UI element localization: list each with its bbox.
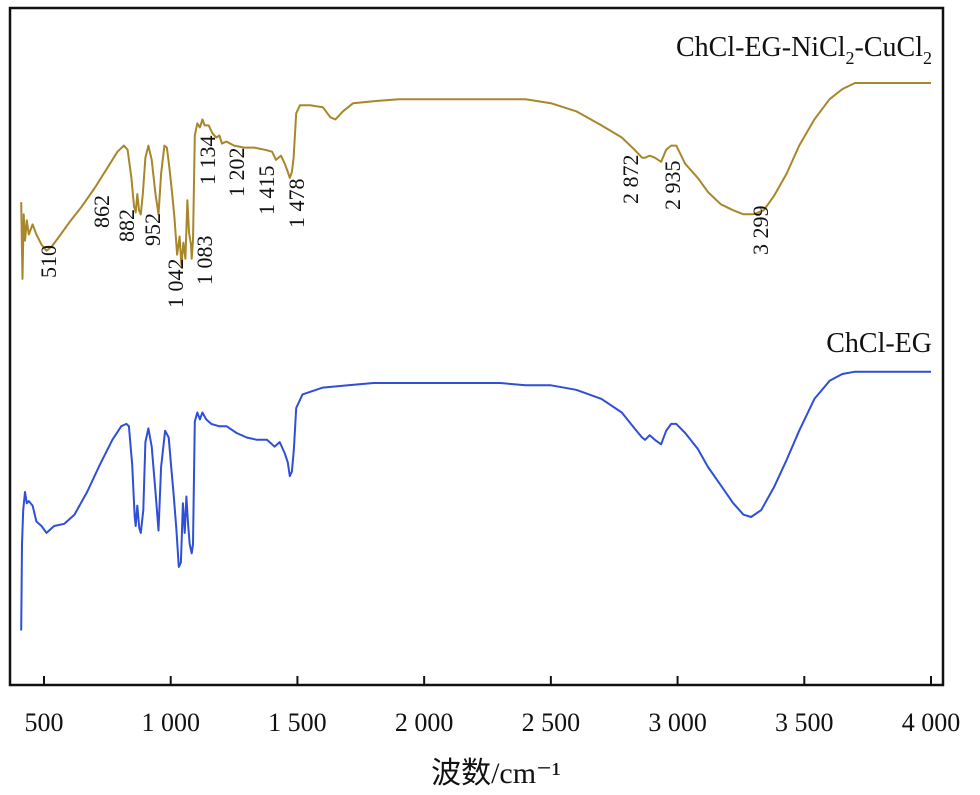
peak-label: 2 935 [660,161,685,211]
x-tick-label: 3 000 [648,708,707,737]
x-tick-label: 1 000 [141,708,200,737]
x-tick-label: 2 000 [395,708,454,737]
x-axis: 500 1 000 1 500 2 000 2 500 3 000 3 500 4 000 [25,676,961,737]
x-tick-label: 4 000 [902,708,961,737]
peak-label: 510 [36,245,61,278]
peak-label: 1 202 [224,148,249,198]
series-label-chcl-eg: ChCl-EG [826,328,932,359]
peak-label: 2 872 [618,155,643,205]
peak-label: 952 [140,213,165,246]
peak-label: 1 415 [254,166,279,216]
peak-label: 1 042 [163,259,188,309]
plot-frame [8,6,945,687]
series-label-chcl-eg-nicl2-cucl2: ChCl-EG-NiCl2-CuCl2 [676,32,932,68]
peak-label: 1 134 [195,136,220,186]
peak-annotations: 510 862 882 952 1 042 1 083 1 134 1 202 1 415 1 4… [36,136,773,309]
peak-label: 1 083 [192,236,217,286]
peak-label: 1 478 [284,179,309,229]
series-line-1 [20,370,931,631]
peak-label: 3 299 [748,206,773,256]
series-line-0 [20,82,931,280]
peak-label: 882 [114,209,139,242]
x-tick-label: 3 500 [775,708,834,737]
x-axis-title: 波数/cm⁻¹ [431,757,561,790]
peak-label: 862 [89,195,114,228]
series-lines [20,82,931,631]
x-tick-label: 2 500 [522,708,581,737]
x-tick-label: 1 500 [268,708,327,737]
x-tick-label: 500 [25,708,64,737]
